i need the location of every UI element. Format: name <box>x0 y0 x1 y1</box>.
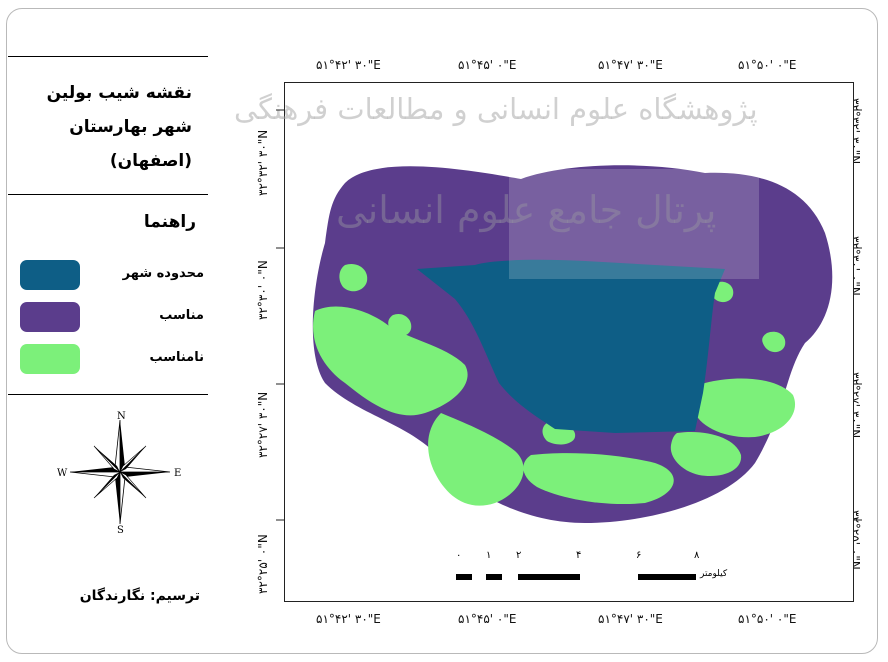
legend-heading: راهنما <box>143 212 196 232</box>
divider <box>8 56 208 57</box>
legend-swatch-suitable <box>20 302 80 332</box>
credit-text: ترسیم: نگارندگان <box>79 588 200 604</box>
left-latitude-label: ۳۲°۲۷' ۳۰"N <box>256 391 270 458</box>
scale-tick-label: ۸ <box>694 550 700 561</box>
city-boundary <box>417 259 725 433</box>
watermark-portal: پرتال جامع علوم انسانی <box>336 188 717 232</box>
map-canvas <box>312 165 833 523</box>
legend-panel: نقشه شیب بولین شهر بهارستان (اصفهان) راه… <box>8 56 208 646</box>
legend-item-unsuitable: نامناسب <box>20 344 208 378</box>
legend-item-city: محدوده شهر <box>20 260 208 294</box>
map-title: نقشه شیب بولین شهر بهارستان (اصفهان) <box>8 76 208 178</box>
scale-tick-label: ۲ <box>516 550 522 561</box>
divider <box>8 394 208 395</box>
compass-south: S <box>117 525 124 534</box>
map-title-line-2: شهر بهارستان <box>69 117 192 137</box>
left-latitude-label: ۳۲°۲۵' ۰"N <box>256 534 270 594</box>
map-frame <box>284 82 854 602</box>
scale-bar: ۰ ۱ ۲ ۴ ۶ ۸ کیلومتر <box>456 550 746 590</box>
legend-label: محدوده شهر <box>122 266 204 281</box>
legend-swatch-city <box>20 260 80 290</box>
compass-rose-icon: N S W E <box>57 411 181 534</box>
compass-north: N <box>117 411 126 422</box>
scale-segment <box>518 574 580 580</box>
bottom-longitude-label: ۵۱°۴۷' ۳۰"E <box>598 612 663 626</box>
map-title-line-3: (اصفهان) <box>109 151 192 171</box>
map-title-line-1: نقشه شیب بولین <box>46 83 192 103</box>
bottom-longitude-label: ۵۱°۵۰' ۰"E <box>738 612 797 626</box>
compass-west: W <box>57 468 68 479</box>
scale-tick-label: ۶ <box>636 550 642 561</box>
legend-item-suitable: مناسب <box>20 302 208 336</box>
scale-tick-label: ۱ <box>486 550 492 561</box>
scale-tick-label: ۴ <box>576 550 582 561</box>
scale-segment <box>456 574 472 580</box>
left-latitude-label: ۳۲°۳۲' ۳۰"N <box>256 129 270 196</box>
top-longitude-label: ۵۱°۴۲' ۳۰"E <box>316 58 381 72</box>
scale-segment <box>486 574 502 580</box>
legend-label: نامناسب <box>149 350 204 365</box>
scale-tick-label: ۰ <box>456 550 462 561</box>
map-sheet-frame <box>6 8 878 654</box>
top-longitude-label: ۵۱°۵۰' ۰"E <box>738 58 797 72</box>
unsuitable-zones <box>313 263 796 506</box>
top-longitude-label: ۵۱°۴۵' ۰"E <box>458 58 517 72</box>
compass-east: E <box>174 468 181 479</box>
bottom-longitude-label: ۵۱°۴۵' ۰"E <box>458 612 517 626</box>
watermark-institute: پژوهشگاه علوم انسانی و مطالعات فرهنگی <box>234 92 758 126</box>
scale-segment <box>638 574 696 580</box>
left-latitude-label: ۳۲°۳۰' ۰"N <box>256 260 270 320</box>
scale-unit: کیلومتر <box>700 569 728 579</box>
divider <box>8 194 208 195</box>
legend-swatch-unsuitable <box>20 344 80 374</box>
top-longitude-label: ۵۱°۴۷' ۳۰"E <box>598 58 663 72</box>
bottom-longitude-label: ۵۱°۴۲' ۳۰"E <box>316 612 381 626</box>
legend-label: مناسب <box>159 308 204 323</box>
